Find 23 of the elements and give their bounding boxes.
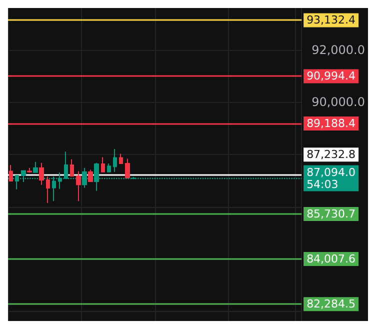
- candlestick: [39, 162, 44, 186]
- candlestick: [101, 156, 105, 172]
- ref-line-label: 87,232.8: [306, 148, 356, 162]
- y-tick-label: 90,000.0: [312, 95, 365, 110]
- candlestick: [70, 158, 74, 177]
- y-tick-label: 92,000.0: [312, 42, 365, 57]
- candlestick: [46, 176, 50, 204]
- ref-line-label: 82,284.5: [306, 298, 356, 311]
- candlestick: [107, 162, 111, 172]
- ref-line-label: 90,994.4: [306, 70, 356, 83]
- candlestick: [113, 148, 117, 172]
- ref-line-label: 85,730.7: [306, 207, 356, 220]
- ref-line-label: 84,007.6: [306, 252, 356, 266]
- candlestick: [88, 169, 93, 182]
- candlestick: [33, 161, 38, 173]
- ref-line-label: 93,132.4: [306, 14, 356, 27]
- ref-line-label: 87,094.0 54:03: [306, 166, 356, 191]
- candlestick: [125, 158, 130, 180]
- ref-line-label: 89,188.4: [306, 116, 356, 130]
- candlestick: [76, 170, 81, 202]
- candlestick: [27, 167, 32, 174]
- candlestick: [9, 164, 13, 182]
- candlestick: [119, 153, 123, 164]
